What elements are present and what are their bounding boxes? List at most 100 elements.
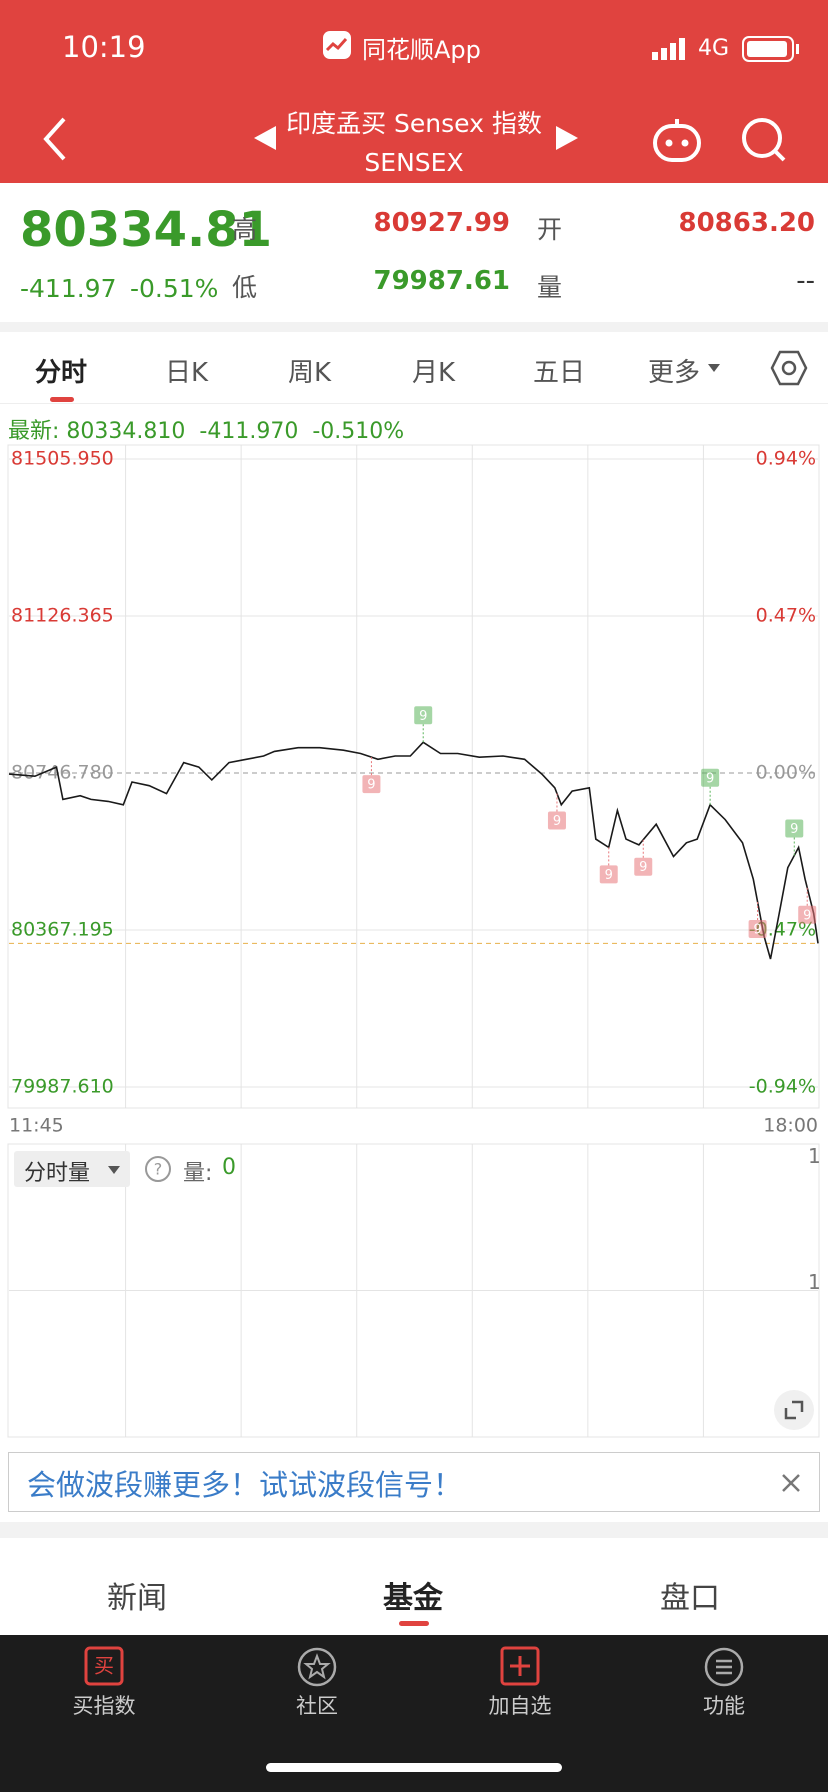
high-value: 80927.99 [373, 208, 510, 238]
volume-text-label: 量: [183, 1161, 213, 1186]
quote-change: -411.97 [20, 274, 117, 303]
signal-label: 9 [753, 923, 761, 938]
x-tick-label: 18:00 [763, 1115, 818, 1137]
quote-change-pct: -0.51% [130, 274, 219, 303]
tab[interactable]: 周K [288, 358, 332, 388]
open-label: 开 [537, 215, 563, 244]
nav-icon [704, 1647, 744, 1687]
chart: 81505.950 81126.365 80746.780 80367.195 7998… [7, 444, 820, 1438]
y-tick-label: 81505.950 [11, 448, 114, 470]
nav-icon [500, 1646, 540, 1686]
y2-tick-label: 0.00% [756, 762, 816, 784]
signal-box [634, 857, 653, 876]
header-subtitle: SENSEX [364, 148, 464, 177]
banner[interactable] [8, 1452, 820, 1512]
signal-box [785, 819, 804, 838]
y-tick-label: 80367.195 [11, 919, 114, 941]
y2-tick-label: -0.94% [749, 1076, 816, 1098]
divider [0, 322, 828, 332]
bottom-tab-underline [399, 1621, 429, 1626]
search-button[interactable] [740, 116, 788, 164]
battery-icon [742, 36, 799, 62]
volume-label: 量 [537, 273, 563, 302]
latest-pct: -0.510% [312, 419, 405, 444]
y-tick-label: 80746.780 [11, 762, 114, 784]
signal-box [798, 905, 817, 924]
price-line [8, 741, 819, 960]
latest-change: -411.970 [199, 419, 299, 444]
back-button[interactable] [40, 115, 70, 163]
y2-tick-label: 0.47% [756, 605, 816, 627]
header-title: 印度孟买 Sensex 指数 [286, 109, 542, 138]
low-label: 低 [232, 273, 258, 302]
y2-tick-label: 0.94% [756, 448, 816, 470]
next-button[interactable] [554, 124, 580, 152]
signal-label: 9 [803, 908, 811, 923]
signal-label: 9 [419, 709, 427, 724]
signal-box [599, 865, 618, 884]
x-tick-label: 11:45 [9, 1115, 64, 1137]
divider [0, 1522, 828, 1538]
signal-box [414, 706, 433, 725]
y-tick-label: 81126.365 [11, 605, 114, 627]
prev-button[interactable] [252, 124, 278, 152]
tab[interactable]: 更多 [648, 358, 701, 388]
svg-text:?: ? [154, 1160, 163, 1179]
nav-label[interactable]: 加自选 [488, 1694, 552, 1718]
nav-label[interactable]: 功能 [703, 1694, 745, 1718]
signal-box [547, 811, 566, 830]
nav-icon: 买 [84, 1646, 124, 1686]
volume-value: -- [796, 266, 815, 296]
settings-button[interactable] [770, 350, 808, 386]
signal-label: 9 [367, 778, 375, 793]
open-value: 80863.20 [678, 208, 815, 238]
robot-button[interactable] [652, 116, 702, 164]
signal-label: 9 [706, 771, 714, 786]
status-network: 4G [698, 36, 730, 61]
status-app: 同花顺App [362, 36, 481, 64]
nav-label[interactable]: 社区 [296, 1694, 338, 1718]
tab[interactable]: 分时 [35, 358, 88, 388]
volume-tick: 1 [808, 1144, 821, 1168]
divider [0, 403, 828, 404]
signal-label: 9 [790, 822, 798, 837]
signal-label: 9 [605, 868, 613, 883]
help-icon[interactable]: ? [144, 1155, 172, 1183]
tab[interactable]: 五日 [533, 358, 586, 388]
signal-box [362, 775, 381, 794]
latest-line: 最新: 80334.810 -411.970 -0.510% [8, 413, 404, 445]
signal-label: 9 [639, 860, 647, 875]
low-value: 79987.61 [373, 266, 510, 296]
y-tick-label: 79987.610 [11, 1076, 114, 1098]
latest-price: 80334.810 [66, 419, 186, 444]
app-icon [323, 31, 351, 59]
more-arrow [708, 364, 720, 372]
tab[interactable]: 月K [412, 358, 456, 388]
bottom-tab[interactable]: 新闻 [107, 1581, 167, 1616]
banner-close[interactable] [780, 1472, 802, 1494]
tab[interactable]: 日K [165, 358, 209, 388]
volume-text-value: 0 [222, 1155, 236, 1180]
latest-label: 最新: [8, 419, 60, 444]
volume-selector-text: 分时量 [24, 1161, 91, 1186]
volume-frame [7, 1143, 820, 1438]
expand-button[interactable] [772, 1388, 816, 1432]
selector-arrow [108, 1166, 120, 1174]
status-time: 10:19 [62, 30, 146, 64]
signal-icon [652, 38, 685, 60]
bottom-tab[interactable]: 盘口 [660, 1581, 720, 1616]
signal-box [748, 920, 767, 939]
nav-label[interactable]: 买指数 [72, 1694, 136, 1718]
banner-text: 会做波段赚更多！试试波段信号！ [27, 1468, 463, 1502]
tab-underline [50, 397, 74, 402]
signal-box [701, 768, 720, 787]
nav-icon [297, 1647, 337, 1687]
bottom-tab[interactable]: 基金 [383, 1581, 443, 1616]
svg-text:买: 买 [94, 1654, 114, 1678]
high-label: 高 [232, 215, 258, 244]
header-bg [0, 0, 828, 183]
plot-frame [7, 444, 820, 1109]
signal-label: 9 [553, 814, 561, 829]
volume-tick: 1 [808, 1270, 821, 1294]
